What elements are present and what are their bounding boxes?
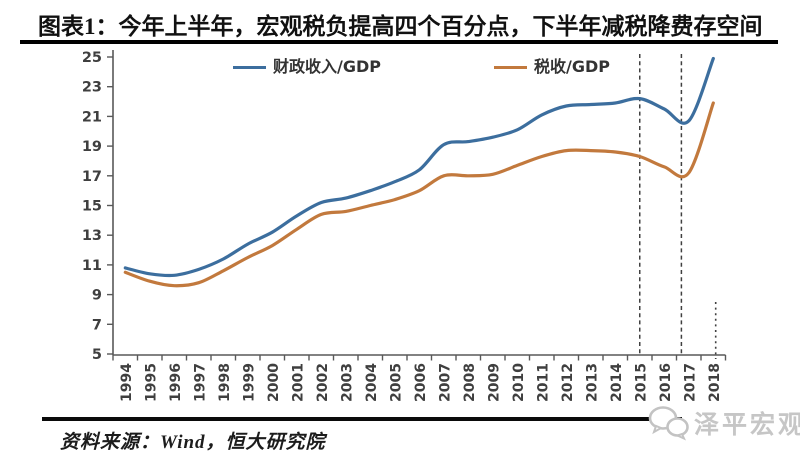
x-axis-tick-label: 2017 — [682, 363, 698, 402]
x-axis-tick-label: 2007 — [437, 363, 453, 402]
x-axis-tick-label: 2014 — [609, 363, 625, 402]
page-title: 图表1：今年上半年，宏观税负提高四个百分点，下半年减税降费存空间 — [38, 14, 763, 39]
legend-item-fiscal-revenue: 财政收入/GDP — [233, 58, 381, 76]
x-axis-tick-label: 1998 — [217, 363, 233, 402]
x-axis-tick-label: 2018 — [707, 363, 723, 402]
x-axis-tick-label: 2000 — [266, 363, 282, 402]
x-axis-tick-label: 2011 — [535, 363, 551, 402]
x-axis-tick-label: 2013 — [584, 363, 600, 402]
x-axis-tick-label: 2010 — [511, 363, 527, 402]
x-axis-tick-label: 2003 — [339, 363, 355, 402]
y-axis-tick-label: 7 — [92, 317, 102, 333]
x-axis-tick-label: 2004 — [364, 363, 380, 402]
x-axis-tick-label: 2002 — [315, 363, 331, 402]
y-axis-tick-label: 13 — [82, 228, 102, 244]
x-axis-tick-label: 2016 — [658, 363, 674, 402]
wechat-bubbles-icon — [648, 406, 689, 441]
data-source-note: 资料来源：Wind，恒大研究院 — [60, 432, 326, 453]
x-axis-tick-label: 1994 — [119, 363, 135, 402]
y-axis-tick-label: 9 — [92, 288, 102, 304]
y-axis-tick-label: 23 — [82, 80, 102, 96]
y-axis-tick-label: 15 — [82, 199, 102, 215]
y-axis-tick-label: 19 — [82, 139, 102, 155]
legend-item-tax-revenue: 税收/GDP — [494, 58, 610, 76]
x-axis-tick-label: 1997 — [192, 363, 208, 402]
watermark-text: 泽平宏观 — [694, 410, 800, 439]
legend-line-swatch-orange — [494, 65, 527, 69]
x-axis-tick-label: 1995 — [143, 363, 159, 402]
legend-line-swatch-blue — [233, 65, 266, 69]
x-axis-tick-label: 1999 — [241, 363, 257, 402]
footer-divider — [42, 417, 682, 421]
title-underline — [20, 40, 778, 44]
brand-watermark: 泽平宏观 — [648, 405, 800, 441]
x-axis-tick-label: 1996 — [168, 363, 184, 402]
x-axis-tick-label: 2012 — [560, 363, 576, 402]
y-axis-tick-label: 21 — [82, 109, 102, 125]
y-axis-tick-label: 17 — [82, 169, 102, 185]
legend-label: 财政收入/GDP — [273, 57, 381, 76]
x-axis-tick-label: 2015 — [633, 363, 649, 402]
y-axis-tick-label: 5 — [92, 347, 102, 363]
y-axis-tick-label: 25 — [82, 50, 102, 66]
legend-label: 税收/GDP — [534, 57, 610, 76]
series-line-fiscal-revenue-gdp — [123, 56, 715, 278]
x-axis-tick-label: 2005 — [388, 363, 404, 402]
x-axis-tick-label: 2009 — [486, 363, 502, 402]
series-line-tax-gdp — [123, 101, 715, 288]
x-axis-tick-label: 2008 — [462, 363, 478, 402]
y-axis-tick-label: 11 — [82, 258, 102, 274]
x-axis-tick-label: 2001 — [290, 363, 306, 402]
x-axis-tick-label: 2006 — [413, 363, 429, 402]
